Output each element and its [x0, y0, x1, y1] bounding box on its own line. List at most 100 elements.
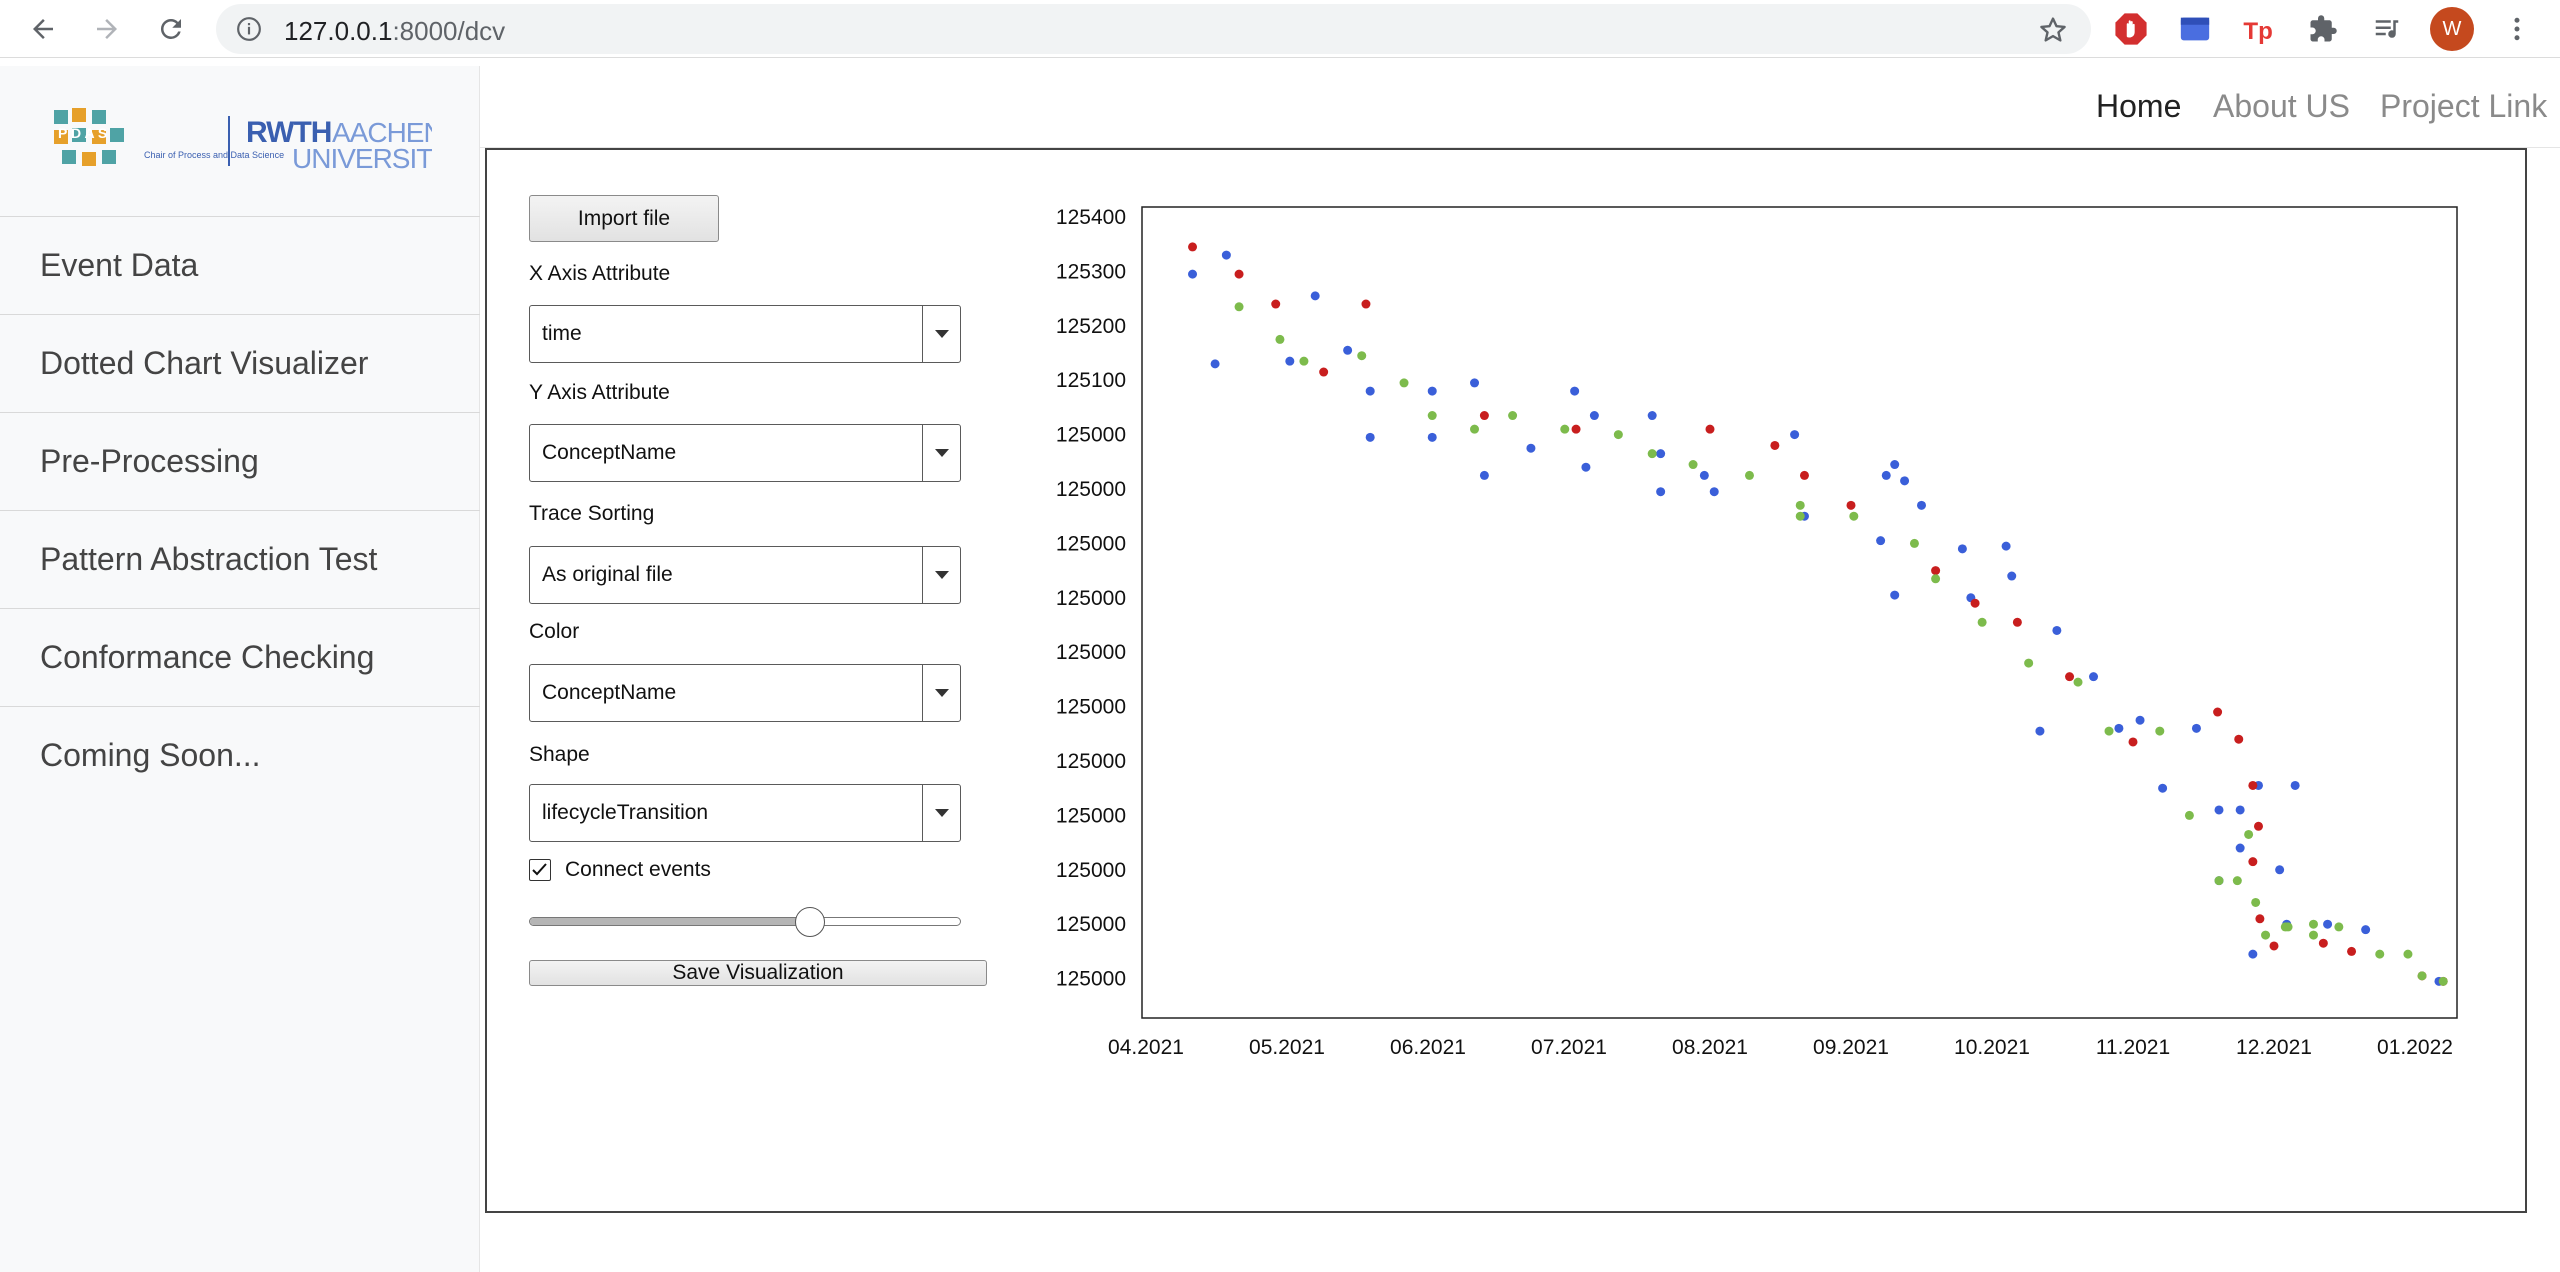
pads-rwth-logo: P D A S Chair of Process and Data Scienc…: [54, 108, 432, 172]
browser-toolbar: 127.0.0.1:8000/dcv Tp W: [0, 0, 2560, 58]
chart-point-blue: [1790, 430, 1800, 440]
chart-point-green: [2104, 726, 2114, 736]
import-file-button[interactable]: Import file: [529, 195, 719, 242]
y-tick-label: 125000: [1056, 424, 1126, 447]
y-tick-label: 125300: [1056, 260, 1126, 283]
chart-point-red: [2269, 941, 2279, 951]
chart-point-blue: [2089, 672, 2099, 682]
extensions-puzzle-icon[interactable]: [2302, 8, 2344, 50]
color-label: Color: [529, 620, 580, 643]
chart-point-green: [2417, 971, 2427, 981]
tp-extension-icon[interactable]: Tp: [2238, 8, 2280, 50]
window-extension-icon[interactable]: [2174, 8, 2216, 50]
chart-point-blue: [1210, 359, 1220, 369]
logo-letters: P D A S: [58, 125, 107, 141]
sidebar-item-event-data[interactable]: Event Data: [0, 216, 480, 314]
sidebar-item-conformance-checking[interactable]: Conformance Checking: [0, 608, 480, 706]
y-tick-label: 125000: [1056, 968, 1126, 991]
info-icon[interactable]: [236, 16, 262, 42]
chevron-down-icon[interactable]: [922, 785, 960, 841]
sidebar-item-pre-processing[interactable]: Pre-Processing: [0, 412, 480, 510]
x-tick-label: 08.2021: [1672, 1036, 1748, 1059]
forward-icon[interactable]: [86, 8, 128, 50]
chart-point-blue: [1647, 411, 1657, 421]
x-axis-select[interactable]: time: [529, 305, 961, 363]
chart-point-green: [2232, 876, 2242, 886]
save-visualization-button[interactable]: Save Visualization: [529, 960, 987, 986]
media-queue-icon[interactable]: [2366, 8, 2408, 50]
chart-point-red: [1271, 299, 1281, 309]
chart-point-red: [2248, 780, 2258, 790]
chart-point-blue: [1900, 476, 1910, 486]
chevron-down-icon[interactable]: [922, 665, 960, 721]
chart-point-green: [2280, 922, 2290, 932]
nav-home-link[interactable]: Home: [2096, 88, 2182, 124]
chevron-down-icon[interactable]: [922, 306, 960, 362]
checkmark-icon: [532, 863, 547, 876]
sidebar: P D A S Chair of Process and Data Scienc…: [0, 66, 480, 1272]
nav-about-link[interactable]: About US: [2213, 88, 2350, 124]
chart-point-green: [2334, 922, 2344, 932]
chart-point-blue: [1310, 291, 1320, 301]
chart-point-blue: [1343, 345, 1353, 355]
slider-track[interactable]: [529, 917, 961, 926]
sidebar-item-coming-soon[interactable]: Coming Soon...: [0, 706, 480, 804]
chart-point-red: [2012, 617, 2022, 627]
chart-point-blue: [2114, 723, 2124, 733]
chart-point-red: [1361, 299, 1371, 309]
profile-avatar[interactable]: W: [2430, 7, 2474, 51]
browser-menu-icon[interactable]: [2496, 8, 2538, 50]
x-tick-label: 11.2021: [2096, 1036, 2170, 1059]
slider-thumb[interactable]: [794, 907, 825, 937]
x-tick-label: 07.2021: [1531, 1036, 1607, 1059]
x-axis-label: X Axis Attribute: [529, 262, 671, 285]
dotted-chart: 125400 125300 125200 125100 125000 125000 1250…: [1056, 206, 2458, 1059]
adblock-extension-icon[interactable]: [2110, 8, 2152, 50]
chart-point-blue: [1890, 460, 1900, 470]
color-select[interactable]: ConceptName: [529, 664, 961, 722]
y-axis-ticks: 125400 125300 125200 125100 125000 125000 1250…: [1056, 206, 1126, 991]
y-axis-select[interactable]: ConceptName: [529, 424, 961, 482]
shape-select[interactable]: lifecycleTransition: [529, 784, 961, 842]
chart-point-red: [1234, 269, 1244, 279]
chart-point-green: [2024, 658, 2034, 668]
chart-point-blue: [1656, 449, 1666, 459]
bookmark-star-icon[interactable]: [2037, 14, 2069, 46]
connect-events-checkbox[interactable]: [529, 859, 551, 881]
chevron-down-icon[interactable]: [922, 425, 960, 481]
chart-point-red: [2065, 672, 2075, 682]
chart-point-green: [1795, 500, 1805, 510]
chart-point-blue: [1365, 386, 1375, 396]
shape-label: Shape: [529, 743, 590, 766]
chart-point-green: [1234, 302, 1244, 312]
chart-point-red: [1705, 424, 1715, 434]
x-tick-label: 06.2021: [1390, 1036, 1466, 1059]
x-tick-label: 04.2021: [1108, 1036, 1184, 1059]
y-axis-label: Y Axis Attribute: [529, 381, 670, 404]
chevron-down-icon[interactable]: [922, 547, 960, 603]
reload-icon[interactable]: [150, 8, 192, 50]
chart-point-red: [1479, 411, 1489, 421]
sidebar-item-pattern-abstraction-test[interactable]: Pattern Abstraction Test: [0, 510, 480, 608]
back-icon[interactable]: [22, 8, 64, 50]
chart-point-blue: [1957, 544, 1967, 554]
chart-point-red: [2128, 737, 2138, 747]
chart-point-blue: [2007, 571, 2017, 581]
chart-point-red: [1571, 424, 1581, 434]
logo-caption: Chair of Process and Data Science: [144, 150, 284, 160]
logo-university: UNIVERSITY: [292, 143, 432, 172]
nav-project-link[interactable]: Project Link: [2380, 88, 2548, 124]
x-tick-label: 12.2021: [2236, 1036, 2312, 1059]
chart-point-blue: [1470, 378, 1480, 388]
x-tick-label: 09.2021: [1813, 1036, 1889, 1059]
svg-text:Tp: Tp: [2243, 18, 2272, 45]
y-axis-value: ConceptName: [542, 441, 677, 464]
chart-point-blue: [1570, 386, 1580, 396]
sidebar-item-dotted-chart-visualizer[interactable]: Dotted Chart Visualizer: [0, 314, 480, 412]
trace-sorting-select[interactable]: As original file: [529, 546, 961, 604]
address-bar[interactable]: 127.0.0.1:8000/dcv: [216, 4, 2091, 54]
chart-point-green: [2308, 919, 2318, 929]
url-text: 127.0.0.1:8000/dcv: [284, 16, 506, 46]
chart-point-blue: [1917, 500, 1926, 510]
chart-point-green: [2261, 930, 2271, 940]
